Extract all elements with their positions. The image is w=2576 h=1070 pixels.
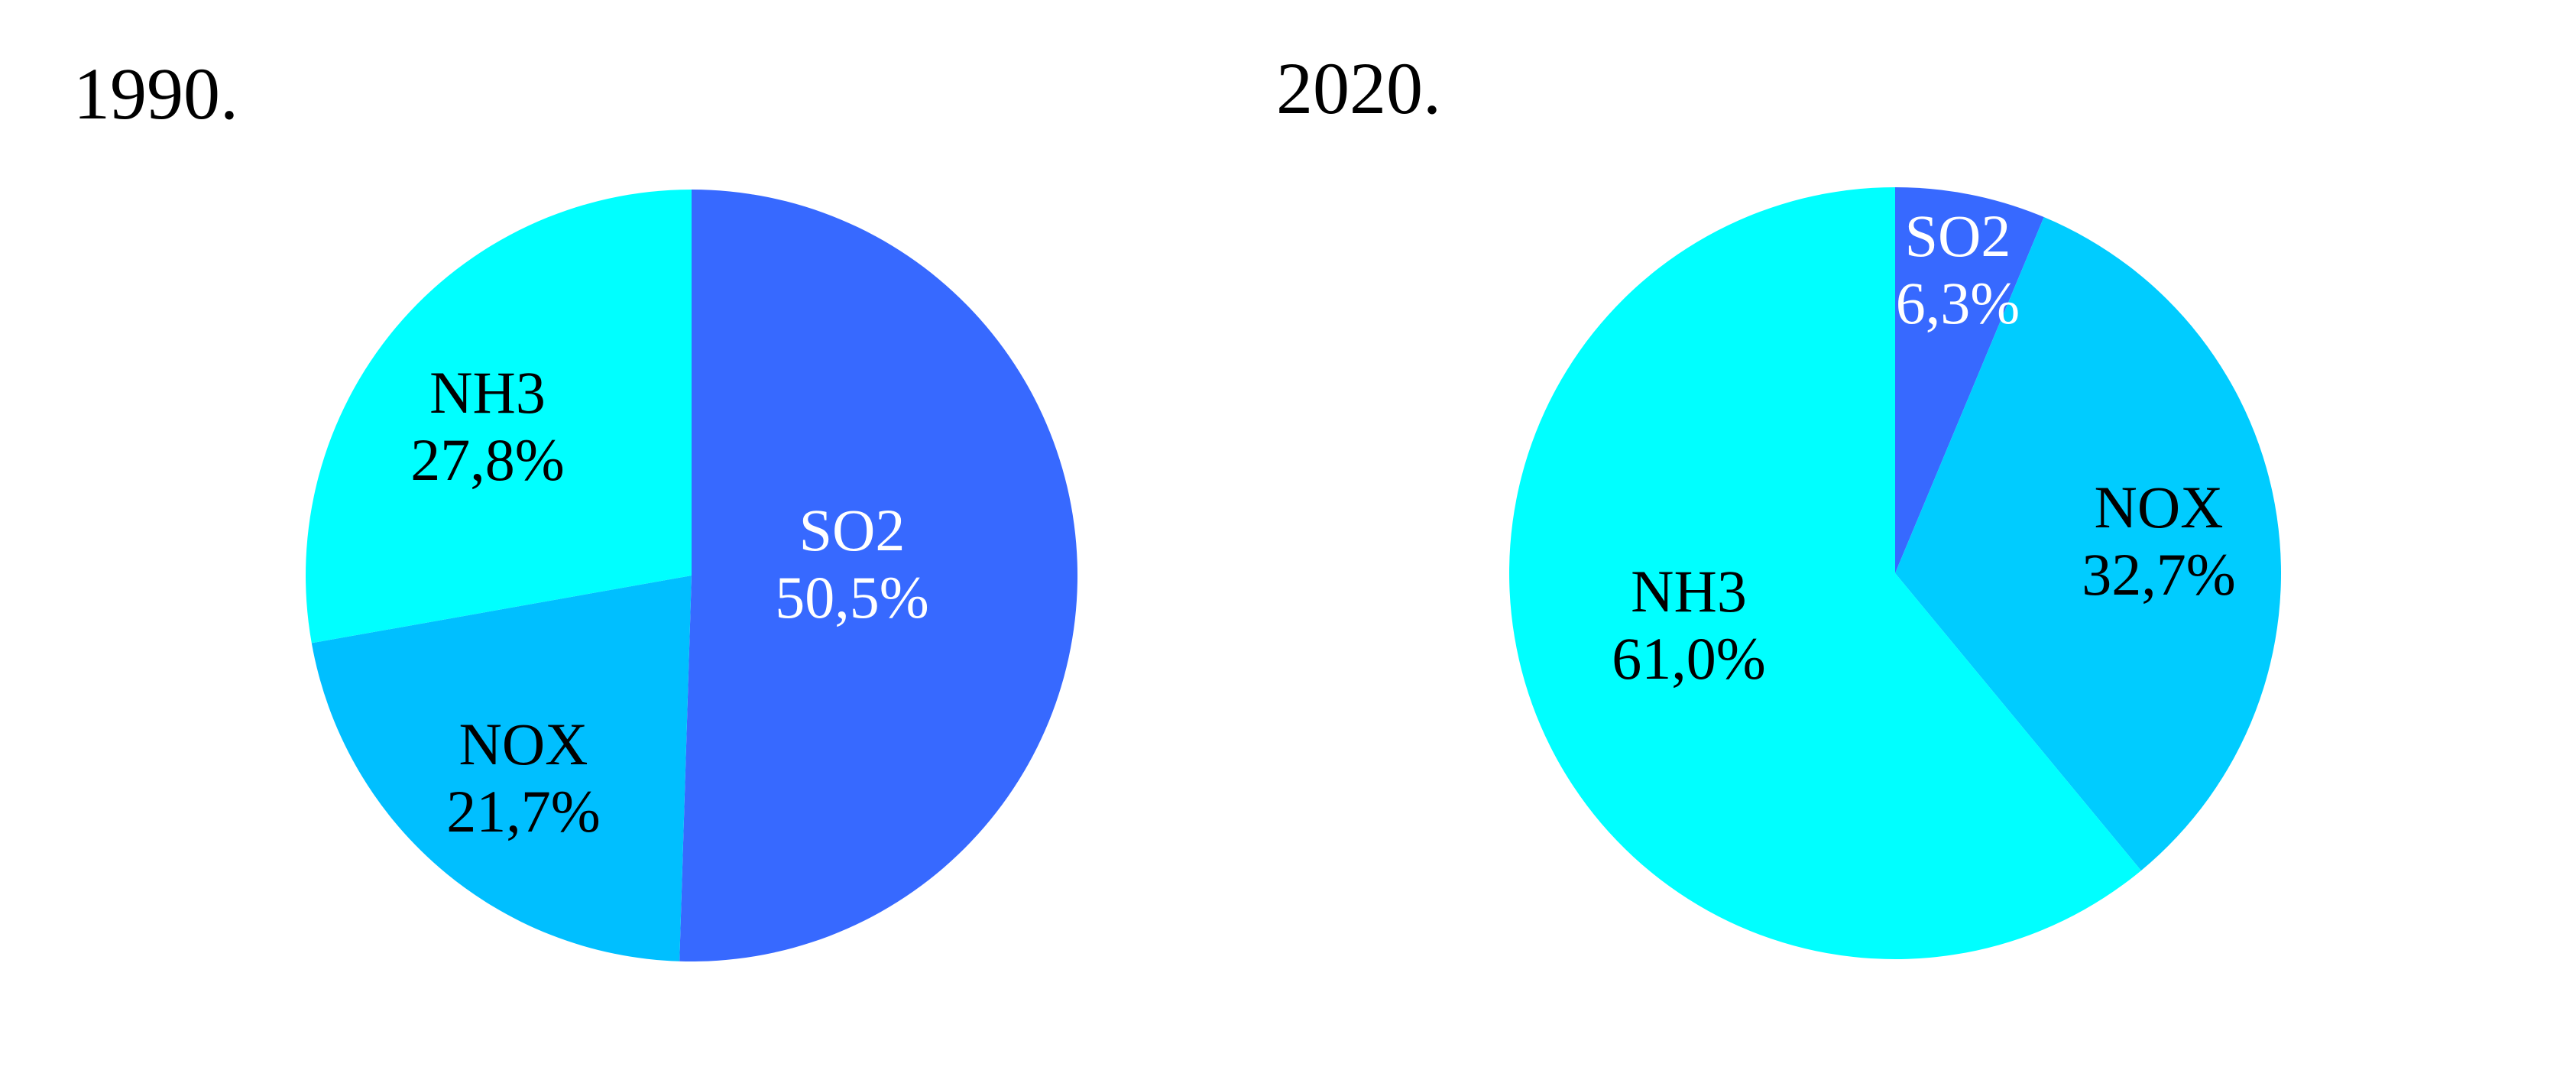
slice-value-nox: 21,7% <box>446 778 600 845</box>
slice-label-nh3: NH3 <box>429 359 546 426</box>
slice-value-nh3: 61,0% <box>1612 625 1765 692</box>
slice-label-so2: SO2 <box>799 497 906 563</box>
pie-slice-so2-2020 <box>1895 187 2044 573</box>
slice-value-nh3: 27,8% <box>410 426 564 493</box>
chart-title-2020: 2020. <box>1276 47 1441 129</box>
pie-slice-so2-1990 <box>679 190 1078 961</box>
slice-label-nox: NOX <box>2095 474 2224 540</box>
slice-label-nh3: NH3 <box>1631 558 1747 624</box>
chart-title-1990: 1990. <box>73 53 238 135</box>
slice-label-nox: NOX <box>459 711 588 777</box>
slice-label-so2: SO2 <box>1905 203 2011 269</box>
pie-slice-nox-1990 <box>311 576 692 961</box>
pie-slice-nh3-2020 <box>1509 187 2141 959</box>
pie-slice-nox-2020 <box>1895 217 2282 871</box>
slice-value-so2: 6,3% <box>1896 270 2020 336</box>
pie-slice-nh3-1990 <box>306 190 692 644</box>
slice-value-nox: 32,7% <box>2082 541 2235 608</box>
slice-value-so2: 50,5% <box>775 564 928 631</box>
